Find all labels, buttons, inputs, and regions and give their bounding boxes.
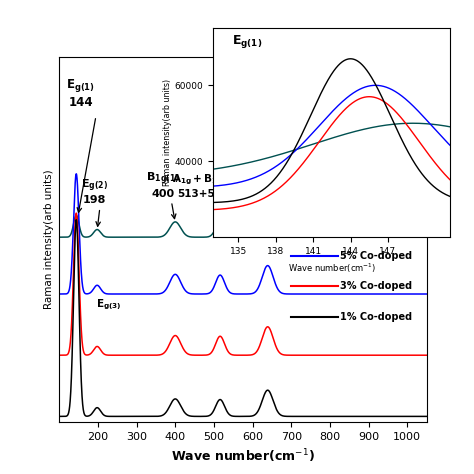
Text: $\mathbf{A_{1g}+B_{1g(2)}}$
513+519: $\mathbf{A_{1g}+B_{1g(2)}}$ 513+519 (172, 173, 235, 199)
Y-axis label: Raman intensity(arb units): Raman intensity(arb units) (44, 170, 54, 309)
Text: 3% Co-doped: 3% Co-doped (339, 282, 412, 292)
Text: 1% Co-doped: 1% Co-doped (339, 312, 412, 322)
X-axis label: Wave number(cm$^{-1}$): Wave number(cm$^{-1}$) (288, 261, 376, 274)
Text: $\mathbf{E_{g(3)}}$: $\mathbf{E_{g(3)}}$ (249, 215, 275, 229)
Text: $\mathbf{B_{1g(1)}}$
400: $\mathbf{B_{1g(1)}}$ 400 (146, 171, 180, 199)
Text: $\mathbf{E_{g(1)}}$
144: $\mathbf{E_{g(1)}}$ 144 (66, 77, 95, 109)
Y-axis label: Raman intensity(arb units): Raman intensity(arb units) (163, 79, 172, 186)
Text: 7% Co-doped: 7% Co-doped (339, 220, 412, 230)
Text: $\mathbf{E_{g(1)}}$: $\mathbf{E_{g(1)}}$ (232, 33, 262, 50)
Text: $\mathbf{E_{g(2)}}$
198: $\mathbf{E_{g(2)}}$ 198 (81, 177, 109, 206)
X-axis label: Wave number(cm$^{-1}$): Wave number(cm$^{-1}$) (171, 447, 315, 465)
Text: 639: 639 (271, 205, 294, 215)
Text: $\mathbf{E_{g(3)}}$: $\mathbf{E_{g(3)}}$ (96, 297, 121, 312)
Text: 5% Co-doped: 5% Co-doped (339, 251, 412, 261)
